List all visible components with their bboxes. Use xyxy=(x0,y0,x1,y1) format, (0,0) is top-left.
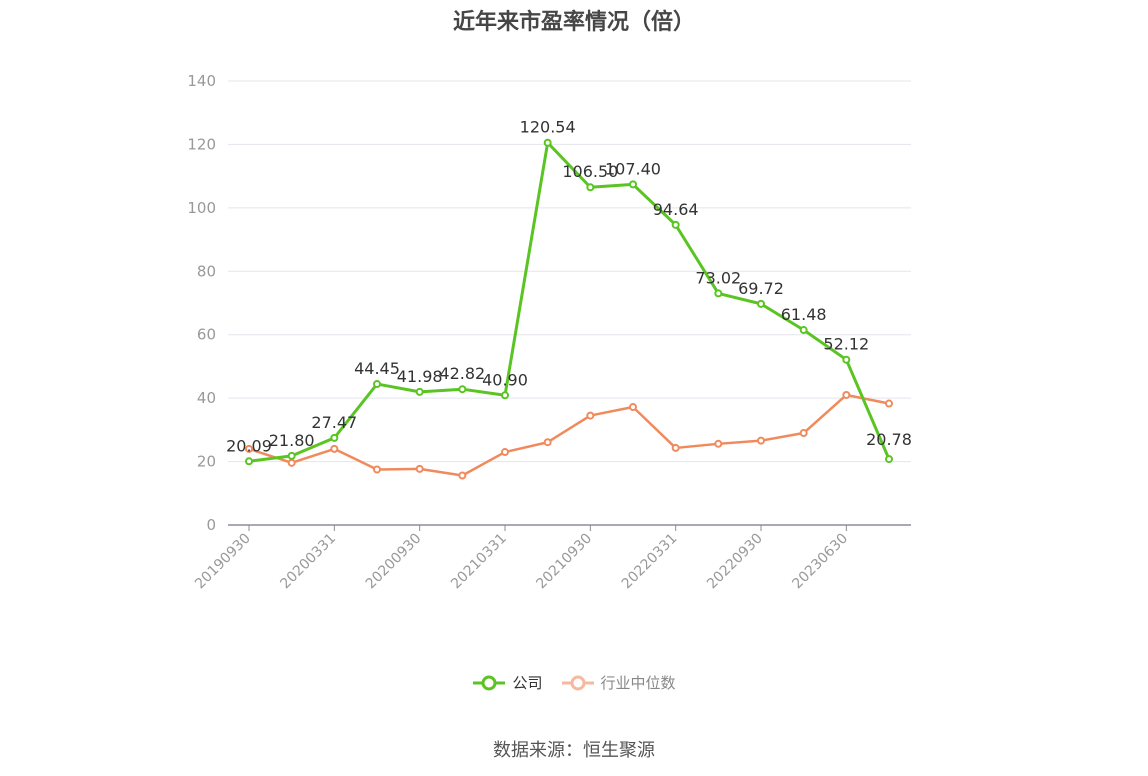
industry-point xyxy=(543,438,552,447)
legend-item-industry-median[interactable]: 行业中位数 xyxy=(561,672,676,693)
series-industry-line xyxy=(248,393,890,477)
company-data-label: 21.80 xyxy=(269,431,315,450)
x-tick-label: 20200930 xyxy=(363,531,425,593)
legend-company-label: 公司 xyxy=(512,674,543,692)
industry-point xyxy=(714,439,723,448)
y-tick-label: 120 xyxy=(187,135,216,153)
x-tick-label: 20230630 xyxy=(789,531,851,593)
x-tick-label: 20190930 xyxy=(192,531,254,593)
y-tick-label: 60 xyxy=(197,326,216,344)
company-point xyxy=(757,299,765,308)
y-tick-label: 100 xyxy=(187,199,216,217)
company-data-label: 73.02 xyxy=(695,268,741,287)
company-point xyxy=(330,433,339,442)
grid-layer xyxy=(228,80,911,463)
industry-point xyxy=(330,444,339,453)
legend-industry-line-icon xyxy=(561,675,594,690)
company-data-label: 107.40 xyxy=(605,159,661,178)
industry-point xyxy=(373,465,381,474)
company-point xyxy=(245,457,253,466)
y-tick-label: 40 xyxy=(197,389,216,407)
company-point xyxy=(799,326,808,335)
company-point xyxy=(671,220,680,229)
industry-point xyxy=(415,464,424,473)
industry-point xyxy=(842,390,851,399)
company-data-label: 120.54 xyxy=(520,118,576,137)
x-tick-label: 20200331 xyxy=(277,531,339,593)
company-point xyxy=(458,385,467,394)
y-tick-label: 80 xyxy=(197,262,216,280)
industry-point xyxy=(799,429,808,438)
company-data-label: 41.98 xyxy=(397,367,443,386)
industry-point xyxy=(885,399,893,408)
y-tick-label: 20 xyxy=(197,453,216,471)
industry-point xyxy=(586,411,595,420)
y-tick-label: 140 xyxy=(187,72,216,90)
company-point xyxy=(287,451,296,460)
x-tick-label: 20220331 xyxy=(619,531,681,593)
company-data-label: 52.12 xyxy=(823,335,869,354)
company-point xyxy=(415,387,424,396)
industry-point xyxy=(757,436,765,445)
company-data-label: 42.82 xyxy=(439,364,485,383)
company-data-label: 94.64 xyxy=(653,200,699,219)
company-data-label: 61.48 xyxy=(781,305,827,324)
company-data-label: 20.78 xyxy=(866,430,912,449)
company-point xyxy=(543,138,552,147)
company-data-label: 40.90 xyxy=(482,370,528,389)
x-tick-label: 20220930 xyxy=(704,531,766,593)
company-point xyxy=(885,455,893,464)
series-company-line xyxy=(248,141,891,463)
legend-item-company[interactable]: 公司 xyxy=(472,672,543,693)
source-note: 数据来源：恒生聚源 xyxy=(493,740,655,761)
industry-point xyxy=(671,443,680,452)
company-data-label: 27.47 xyxy=(311,413,357,432)
company-point xyxy=(586,183,595,192)
legend: 公司 行业中位数 xyxy=(0,672,1148,693)
chart-title: 近年来市盈率情况（倍） xyxy=(452,10,695,35)
industry-point xyxy=(458,471,467,480)
company-data-label: 44.45 xyxy=(354,359,400,378)
company-point xyxy=(373,380,381,389)
company-point xyxy=(714,289,723,298)
company-data-label: 69.72 xyxy=(738,279,784,298)
x-tick-label: 20210331 xyxy=(448,531,510,593)
industry-point xyxy=(501,448,509,457)
y-tick-label: 0 xyxy=(206,516,216,534)
series-layer xyxy=(245,138,893,480)
company-point xyxy=(629,180,637,189)
company-data-label: 106.50 xyxy=(562,162,618,181)
company-point xyxy=(501,391,509,400)
industry-point xyxy=(287,458,296,467)
industry-point xyxy=(245,444,253,453)
company-data-label: 20.09 xyxy=(226,436,272,455)
industry-point xyxy=(629,403,637,412)
legend-company-line-icon xyxy=(473,675,506,690)
legend-industry-label: 行业中位数 xyxy=(600,674,676,692)
company-point xyxy=(842,355,851,364)
x-tick-label: 20210930 xyxy=(533,531,595,593)
